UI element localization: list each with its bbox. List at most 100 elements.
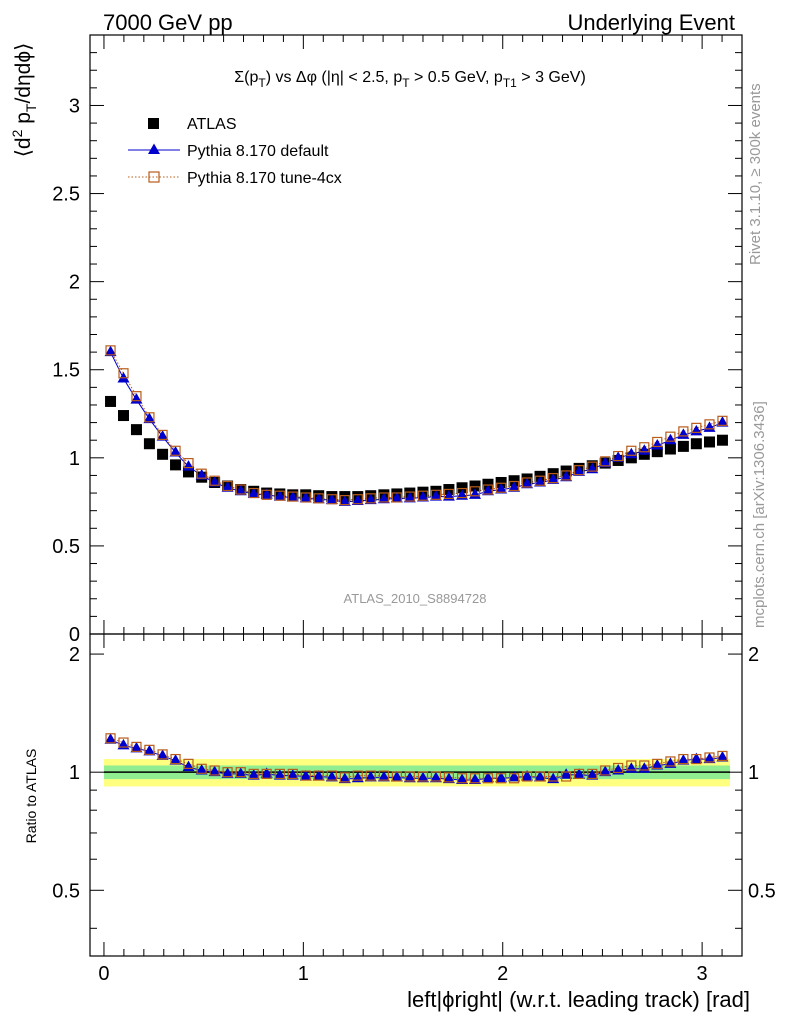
ylabel-sub: T	[23, 103, 39, 112]
ratio-series-0-point	[677, 754, 690, 765]
ratio-series-1-point	[157, 749, 168, 760]
y-axis-label: ⟨d2 pT/dηdϕ⟩	[9, 43, 39, 158]
legend-label-tune: Pythia 8.170 tune-4cx	[187, 170, 342, 187]
series-1-point	[156, 430, 169, 441]
series-0-point	[456, 482, 468, 494]
series-1-point	[143, 412, 156, 424]
series-2-point	[469, 486, 481, 497]
ratio-series-0-point	[234, 767, 247, 778]
ratio-series-1-point	[118, 737, 129, 748]
y-tick-label: 1	[69, 448, 80, 470]
ratio-series-0-point	[364, 770, 377, 782]
ratio-series-1-point	[105, 733, 116, 744]
ratio-series-1-point	[587, 768, 598, 779]
ratio-series-0-point	[664, 757, 677, 768]
ratio-series-1-point	[508, 773, 520, 784]
title-part-a: Σ(p	[234, 69, 258, 86]
legend: ATLAS Pythia 8.170 default Pythia 8.170 …	[128, 116, 342, 187]
series-1-point	[247, 487, 260, 498]
ratio-series-1-point	[626, 760, 637, 771]
ratio-series-0-point	[560, 768, 573, 779]
ratio-panel: 0 1 2 3 0.5 0.5 1 1 2 2	[52, 633, 776, 985]
ratio-series-0-point	[260, 767, 273, 778]
series-2-point	[261, 489, 272, 500]
x-tick-label: 1	[298, 963, 309, 985]
main-panel: 0 0.5 1 1.5 2 2.5 3	[52, 34, 743, 646]
series-1-point	[560, 470, 573, 482]
ratio-series-1-point	[717, 750, 728, 762]
ratio-series-0-point	[247, 769, 260, 780]
series-1-point	[573, 465, 586, 476]
series-2-point	[704, 419, 715, 430]
y-tick-label: 3	[69, 95, 80, 117]
ratio-series-1-point	[326, 770, 337, 781]
ratio-series-0-point	[481, 771, 494, 783]
series-0-point	[105, 395, 117, 407]
series-1-point	[599, 456, 612, 468]
ratio-series-0-point	[442, 772, 455, 784]
ratio-series-1-point	[222, 767, 233, 778]
series-2-point	[561, 470, 572, 481]
ratio-series-0-point	[716, 750, 729, 762]
series-2-point	[248, 487, 259, 499]
ratio-series-0-point	[521, 769, 534, 781]
ratio-series-0-point	[599, 765, 612, 777]
ratio-y-tick-label: 2	[69, 644, 80, 666]
series-0-point	[677, 440, 689, 452]
series-0-point	[117, 410, 129, 422]
ratio-series-1-point	[456, 773, 468, 784]
ratio-series-1-point	[704, 752, 715, 763]
ratio-series-1-point	[183, 758, 194, 769]
legend-marker-atlas	[148, 118, 159, 129]
ratio-series-0-point	[573, 768, 586, 779]
ratio-series-1-point	[131, 741, 142, 752]
legend-marker-default	[148, 143, 160, 154]
series-2-point	[678, 426, 689, 437]
series-1-point	[481, 484, 494, 496]
series-2-point	[378, 492, 389, 503]
ratio-series-1-point	[561, 771, 572, 782]
ratio-series-0-point	[456, 773, 469, 785]
series-0-point	[143, 438, 155, 450]
series-1-point	[260, 488, 273, 499]
ratio-series-0-point	[221, 767, 234, 778]
series-2-point	[613, 450, 624, 462]
ratio-series-0-point	[508, 770, 521, 782]
series-0-point	[469, 480, 481, 492]
ratio-series-0-point	[377, 770, 390, 782]
series-1-point	[364, 493, 377, 505]
ratio-series-1-point	[235, 767, 246, 778]
ratio-series-1-point	[378, 770, 389, 781]
ratio-series-0-point	[156, 749, 169, 760]
series-1-point	[286, 490, 299, 502]
series-2-point	[183, 458, 194, 469]
series-2-point	[352, 494, 363, 505]
ratio-series-0-point	[130, 741, 143, 753]
y-tick-label: 2.5	[52, 184, 80, 206]
x-axis-label: left|ϕright| (w.r.t. leading track) [rad…	[407, 987, 750, 1012]
title-sub-a: T	[258, 76, 266, 90]
series-1-point	[521, 477, 534, 489]
ratio-series-0-point	[495, 771, 508, 783]
title-sub-b: T	[402, 76, 410, 90]
ratio-series-1-point	[443, 772, 454, 783]
analysis-watermark: ATLAS_2010_S8894728	[344, 591, 487, 606]
series-1-point	[416, 490, 429, 502]
ratio-series-0-point	[403, 771, 416, 783]
series-2-point	[365, 493, 376, 504]
ratio-series-1-point	[209, 765, 220, 776]
ratio-series-1-point	[600, 765, 611, 776]
series-2-point	[482, 484, 494, 495]
title-part-d: > 3 GeV)	[517, 69, 586, 86]
ratio-series-1-point	[313, 770, 324, 781]
series-2-point	[456, 487, 468, 499]
ratio-series-0-point	[534, 770, 547, 782]
series-1-point	[208, 475, 221, 487]
series-2-point	[665, 431, 676, 442]
series-2-point	[339, 495, 350, 506]
ylabel-part-c: /dηdϕ⟩	[12, 43, 35, 104]
series-1-point	[351, 494, 364, 505]
series-1-point	[169, 446, 182, 457]
ratio-series-1-point	[339, 772, 350, 783]
ratio-series-1-point	[430, 771, 442, 782]
